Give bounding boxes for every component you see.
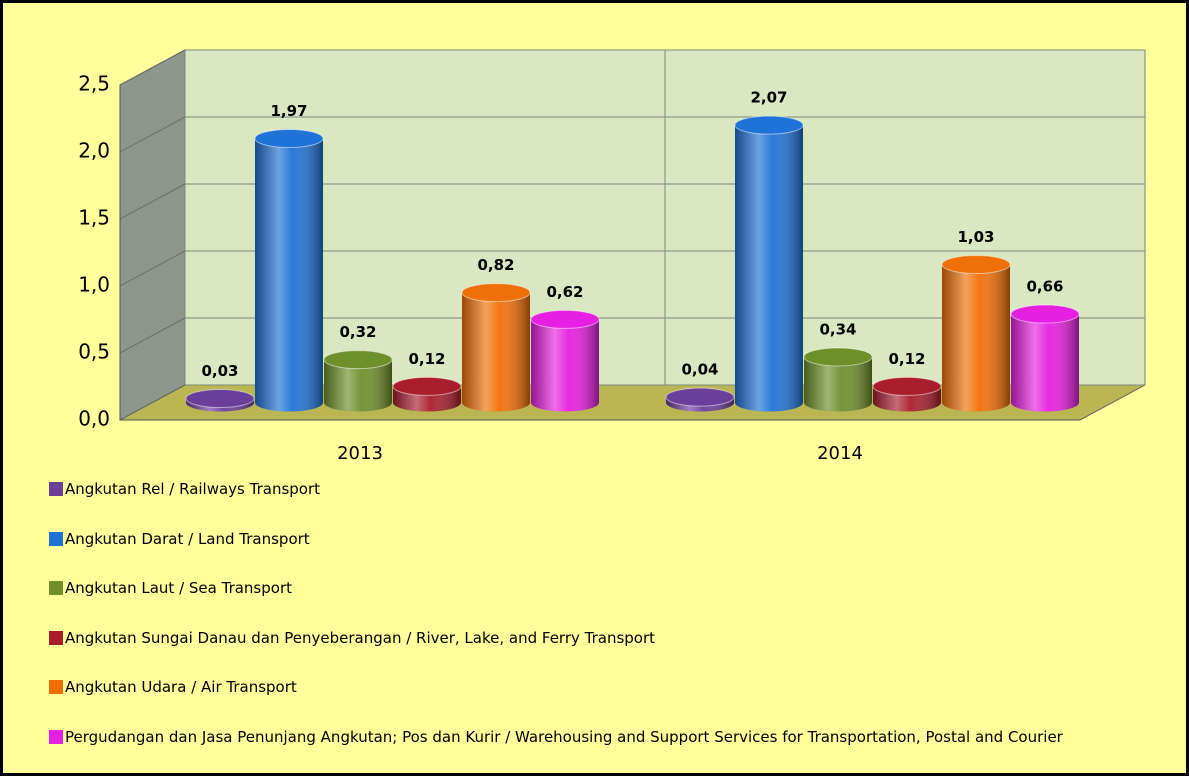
bar-top (392, 376, 462, 396)
bar-shade (735, 116, 803, 412)
x-tick-label: 2013 (337, 443, 383, 464)
legend-item: Angkutan Udara / Air Transport (49, 677, 1169, 727)
side-grid-line (119, 49, 186, 86)
legend-swatch (49, 482, 63, 496)
bar-top (941, 254, 1011, 274)
value-label: 1,03 (957, 228, 994, 246)
y-tick-label: 0,5 (78, 340, 110, 364)
bar-top (803, 347, 873, 367)
bar-top (872, 376, 942, 396)
legend-label: Angkutan Rel / Railways Transport (65, 480, 321, 498)
bar-top (530, 309, 600, 329)
value-label: 0,04 (681, 361, 718, 379)
side-grid-line (119, 250, 186, 287)
bar-top (254, 129, 324, 149)
bar-top (734, 115, 804, 135)
legend-swatch (49, 531, 63, 546)
bar-top (461, 283, 531, 303)
legend-swatch (49, 729, 63, 744)
legend-item: Pergudangan dan Jasa Penunjang Angkutan;… (49, 727, 1169, 773)
value-label: 0,12 (888, 350, 925, 368)
bar-top (665, 387, 735, 407)
side-grid-line (119, 384, 186, 421)
bar-top (323, 350, 393, 370)
legend: Angkutan Rel / Railways Transport Angkuta… (49, 479, 1169, 773)
legend-label: Pergudangan dan Jasa Penunjang Angkutan;… (65, 727, 1063, 746)
side-wall (119, 49, 186, 421)
side-grid-line (119, 183, 186, 220)
legend-item: Angkutan Sungai Danau dan Penyeberangan … (49, 628, 1169, 678)
bar-top (185, 388, 255, 408)
value-label: 0,12 (408, 350, 445, 368)
bar-shade (462, 283, 530, 412)
bar-shade (1011, 305, 1079, 412)
value-label: 0,62 (546, 283, 583, 301)
value-label: 0,32 (339, 323, 376, 341)
legend-label: Angkutan Darat / Land Transport (65, 529, 310, 548)
legend-swatch (49, 581, 63, 596)
y-tick-label: 1,0 (78, 273, 110, 297)
value-label: 0,03 (201, 362, 238, 380)
y-tick-label: 2,5 (78, 72, 110, 96)
y-tick-label: 0,0 (78, 407, 110, 431)
value-label: 0,82 (477, 256, 514, 274)
bar-top (1010, 304, 1080, 324)
legend-label: Angkutan Laut / Sea Transport (65, 579, 292, 598)
legend-label: Angkutan Udara / Air Transport (65, 678, 297, 697)
y-tick-label: 1,5 (78, 206, 110, 230)
value-label: 2,07 (750, 89, 787, 107)
y-tick-label: 2,0 (78, 139, 110, 163)
legend-swatch (49, 680, 63, 695)
legend-item: Angkutan Rel / Railways Transport (49, 479, 1169, 529)
value-label: 0,66 (1026, 278, 1063, 296)
value-label: 0,34 (819, 320, 856, 338)
legend-swatch (49, 630, 63, 645)
side-grid-line (119, 116, 186, 153)
x-tick-label: 2014 (817, 443, 863, 464)
bar-shade (531, 310, 599, 412)
legend-item: Angkutan Darat / Land Transport (49, 529, 1169, 579)
chart: 0,0 0,5 1,0 1,5 2,0 2,5 2013 2014 0,03 1,97 0,32 0,… (78, 49, 1146, 464)
side-grid-line (119, 317, 186, 354)
value-label: 1,97 (270, 102, 307, 120)
legend-item: Angkutan Laut / Sea Transport (49, 578, 1169, 628)
bar-shade (942, 255, 1010, 412)
legend-label: Angkutan Sungai Danau dan Penyeberangan … (65, 628, 656, 647)
bar-shade (255, 129, 323, 412)
